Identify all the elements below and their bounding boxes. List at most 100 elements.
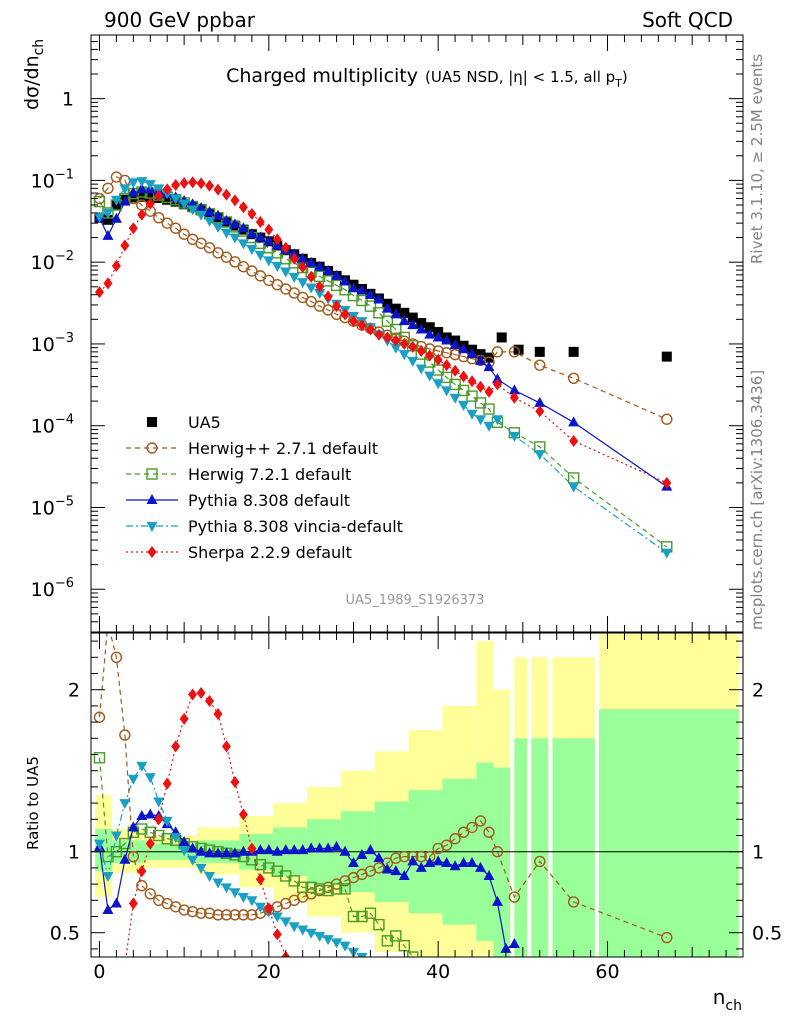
data-point	[171, 178, 181, 191]
ratio-point	[93, 839, 105, 850]
ratio-point	[491, 846, 504, 858]
ratio-point	[356, 953, 368, 957]
data-point	[458, 343, 470, 354]
ratio-point	[440, 839, 453, 851]
legend-label: Pythia 8.308 vincia-default	[188, 517, 403, 536]
y-axis-label: dσ/dnch	[21, 39, 47, 110]
ratio-point	[288, 875, 300, 887]
ratio-point	[186, 905, 199, 918]
ratio-point	[305, 881, 317, 894]
data-point	[425, 349, 435, 362]
data-point	[297, 278, 309, 289]
data-point	[169, 222, 182, 234]
ratio-point	[188, 688, 198, 701]
legend-marker	[147, 417, 157, 427]
ratio-y-tick-label: 1	[68, 842, 80, 864]
data-point	[305, 256, 317, 267]
ratio-point	[263, 844, 275, 855]
data-point	[458, 400, 470, 411]
legend-marker	[146, 522, 158, 532]
ratio-point	[119, 729, 131, 741]
ratio-point	[247, 842, 257, 855]
data-point	[408, 340, 418, 353]
ratio-point	[93, 711, 106, 723]
ratio-point	[254, 858, 267, 871]
data-point	[390, 323, 402, 336]
data-point	[221, 188, 231, 201]
ratio-point	[255, 873, 265, 886]
ratio-point	[238, 808, 248, 821]
ratio-point	[128, 897, 138, 910]
ratio-point	[364, 844, 376, 855]
data-point	[145, 197, 155, 210]
uncertainty-band-inner	[599, 709, 739, 957]
y-tick-label: 10−5	[31, 494, 74, 519]
data-point	[102, 214, 113, 225]
data-point	[314, 288, 326, 299]
data-point	[340, 308, 350, 321]
ratio-point	[144, 808, 156, 819]
ratio-point	[246, 909, 258, 921]
legend-item-herwig-2-7-1-default: Herwig++ 2.7.1 default	[126, 439, 378, 458]
ratio-point	[373, 862, 385, 874]
legend-marker	[147, 546, 157, 558]
data-point	[382, 331, 392, 344]
ratio-series-herwig-2-7-1-default	[93, 633, 673, 944]
data-point	[220, 214, 232, 225]
ratio-point	[305, 842, 317, 853]
legend-label: Pythia 8.308 default	[188, 491, 350, 510]
legend-label: UA5	[188, 413, 221, 432]
data-point	[154, 189, 164, 202]
data-point	[297, 252, 309, 263]
data-point	[187, 205, 199, 216]
data-point	[491, 346, 504, 358]
data-point	[246, 228, 258, 239]
ratio-plot-marks	[91, 633, 743, 957]
data-point	[399, 307, 410, 318]
data-point	[424, 322, 435, 333]
ratio-point	[390, 865, 402, 876]
ratio-point	[297, 925, 309, 936]
ratio-point	[119, 799, 131, 810]
data-point	[415, 323, 427, 334]
ratio-point	[305, 928, 317, 939]
data-point	[127, 186, 139, 197]
ratio-point	[280, 844, 292, 855]
legend-item-sherpa-2-2-9-default: Sherpa 2.2.9 default	[126, 543, 352, 562]
ratio-point	[237, 893, 249, 904]
data-point	[289, 252, 299, 265]
data-point	[272, 233, 282, 246]
legend-marker	[146, 494, 158, 504]
x-tick-label: 40	[426, 961, 450, 983]
data-point	[483, 403, 495, 415]
legend-item-pythia-8-308-default: Pythia 8.308 default	[126, 491, 350, 510]
x-tick-label: 60	[595, 961, 619, 983]
ratio-point	[204, 872, 216, 882]
data-point	[491, 415, 503, 426]
ratio-point	[415, 850, 427, 863]
data-point	[390, 343, 402, 354]
data-point	[298, 261, 308, 274]
data-point	[205, 179, 215, 192]
data-point	[466, 409, 478, 420]
ratio-point	[491, 895, 503, 906]
plot-title: Charged multiplicity	[226, 65, 418, 87]
ratio-point	[271, 845, 283, 856]
data-point	[102, 229, 114, 240]
ratio-point	[212, 878, 224, 889]
data-point	[407, 319, 419, 330]
data-point	[323, 290, 333, 303]
data-point	[432, 379, 444, 390]
data-point	[441, 334, 453, 345]
data-point	[162, 183, 172, 196]
ratio-point	[127, 774, 139, 785]
data-point	[391, 334, 401, 347]
data-point	[416, 318, 427, 329]
ratio-point	[263, 862, 275, 874]
uncertainty-band-inner	[552, 738, 595, 957]
data-point	[534, 450, 546, 461]
data-point	[229, 256, 241, 268]
series-sherpa-2-2-9-default	[99, 181, 668, 484]
ratio-point	[449, 860, 461, 871]
